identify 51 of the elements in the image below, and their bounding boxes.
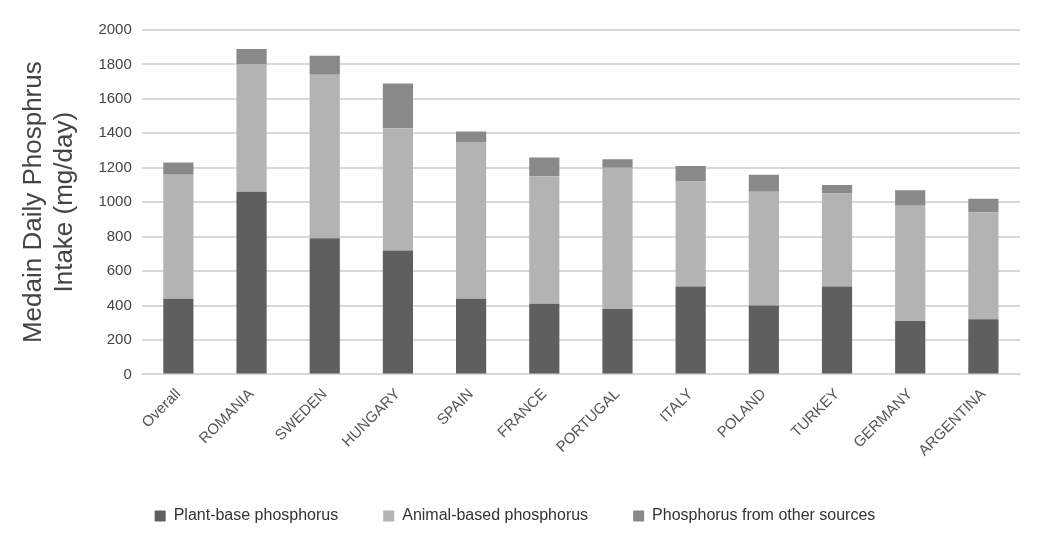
- bar: [675, 286, 706, 374]
- bar: [236, 191, 267, 374]
- bar: [895, 321, 926, 374]
- bar: [968, 212, 999, 320]
- bar: [821, 193, 853, 287]
- bar: [236, 64, 267, 192]
- bar: [602, 167, 633, 309]
- bar: [456, 131, 487, 142]
- bar: [309, 55, 340, 75]
- y-tick-label: 1400: [98, 123, 132, 141]
- bar: [602, 159, 633, 168]
- y-tick-label: 800: [106, 226, 132, 244]
- bar: [529, 157, 560, 177]
- y-tick-label: 200: [106, 330, 132, 348]
- bar: [382, 250, 414, 374]
- bar: [895, 190, 926, 206]
- bar: [236, 48, 267, 65]
- y-tick-label: 1200: [98, 157, 132, 175]
- bar: [456, 141, 487, 299]
- bar: [748, 305, 779, 374]
- y-axis-title: Medain Daily Phosphrus Intake (mg/day): [16, 61, 78, 344]
- bar: [968, 319, 999, 374]
- bar: [895, 205, 926, 322]
- bar: [382, 128, 414, 251]
- legend-label: Phosphorus from other sources: [652, 506, 876, 524]
- legend-label: Animal-based phosphorus: [402, 506, 589, 524]
- bar: [602, 308, 633, 374]
- bar: [163, 162, 194, 175]
- y-tick-label: 600: [106, 261, 132, 279]
- bar: [163, 298, 194, 374]
- bar: [821, 184, 853, 194]
- bar: [748, 191, 779, 306]
- bar: [163, 174, 194, 299]
- y-tick-label: 1800: [98, 54, 132, 72]
- y-tick-label: 1000: [98, 192, 132, 210]
- bar: [675, 166, 706, 182]
- legend-label: Plant-base phosphorus: [173, 506, 339, 524]
- y-tick-label: 0: [123, 364, 132, 382]
- y-tick-label: 2000: [98, 20, 132, 38]
- bar: [382, 83, 414, 129]
- bar: [675, 181, 706, 287]
- bar: [748, 174, 779, 192]
- bar: [309, 74, 340, 239]
- y-tick-label: 400: [106, 295, 132, 313]
- bar: [456, 298, 487, 374]
- bar: [529, 303, 560, 374]
- bar: [968, 198, 999, 213]
- bar: [821, 286, 853, 374]
- bar: [309, 238, 340, 374]
- y-tick-label: 1600: [98, 89, 132, 107]
- bar: [529, 176, 560, 304]
